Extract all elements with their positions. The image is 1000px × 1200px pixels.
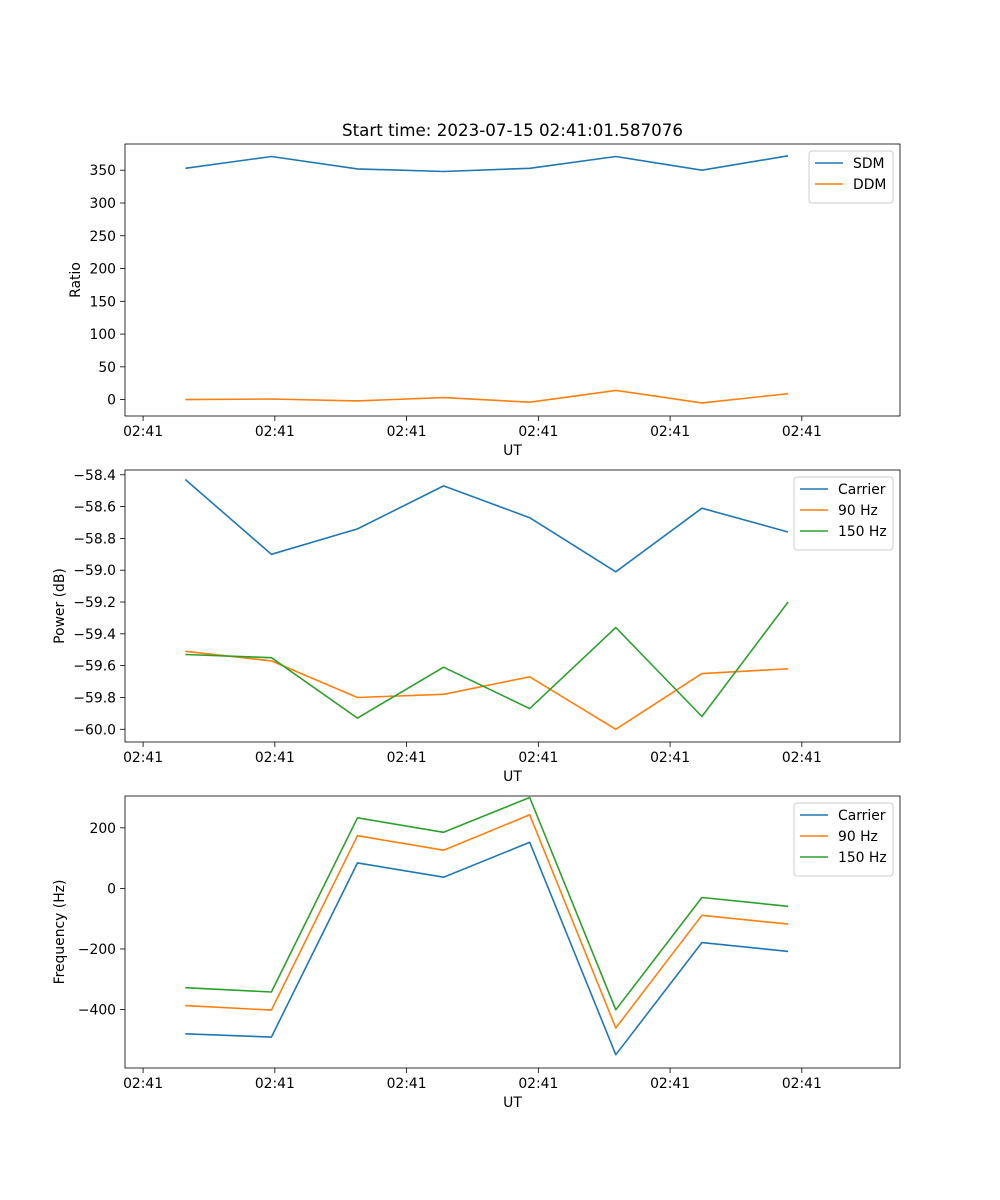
y-tick-label: −200	[78, 942, 116, 958]
x-tick-label: 02:41	[123, 424, 163, 440]
x-tick-label: 02:41	[123, 750, 163, 766]
y-tick-label: −60.0	[73, 722, 116, 738]
legend-label: Carrier	[838, 482, 886, 498]
series-line-150-hz	[185, 796, 789, 1011]
x-tick-label: 02:41	[650, 424, 690, 440]
y-tick-label: 0	[107, 881, 116, 897]
series-line-150-hz	[185, 601, 789, 719]
legend-label: 150 Hz	[838, 524, 887, 540]
series-line-sdm	[185, 155, 789, 173]
x-tick-label: 02:41	[387, 750, 427, 766]
y-tick-label: 150	[89, 294, 116, 310]
x-axis-label: UT	[503, 1095, 522, 1111]
series-line-carrier	[185, 841, 789, 1056]
x-tick-label: 02:41	[650, 1076, 690, 1092]
chart-panel-2: 02:41 02:41 02:41 02:41 02:41 02:41 −60.0 −59.8…	[52, 468, 901, 785]
y-tick-label: −59.2	[73, 595, 116, 611]
y-tick-label: −59.6	[73, 659, 116, 675]
x-tick-label: 02:41	[387, 424, 427, 440]
y-tick-label: −58.4	[73, 468, 116, 484]
legend	[808, 150, 894, 204]
y-tick-label: 200	[89, 821, 116, 837]
y-axis-label: Frequency (Hz)	[52, 880, 68, 985]
y-tick-label: −59.4	[73, 627, 116, 643]
series-line-carrier	[184, 478, 789, 573]
x-tick-label: 02:41	[518, 1076, 558, 1092]
legend-label: DDM	[853, 177, 886, 193]
y-tick-label: −58.6	[73, 500, 116, 516]
legend-label: 90 Hz	[838, 503, 878, 519]
figure-title: Start time: 2023-07-15 02:41:01.587076	[342, 120, 683, 140]
y-tick-label: −400	[78, 1003, 116, 1019]
y-tick-label: −58.8	[73, 531, 116, 547]
axes-frame	[124, 795, 901, 1069]
x-tick-label: 02:41	[255, 424, 295, 440]
axes-frame	[124, 143, 901, 417]
y-tick-label: −59.8	[73, 690, 116, 706]
chart-panel-1: 02:41 02:41 02:41 02:41 02:41 02:41 0 50 100 150 2…	[68, 143, 901, 459]
y-tick-label: −59.0	[73, 563, 116, 579]
x-axis-label: UT	[503, 769, 522, 785]
x-tick-label: 02:41	[518, 424, 558, 440]
x-tick-label: 02:41	[123, 1076, 163, 1092]
x-tick-label: 02:41	[650, 750, 690, 766]
x-axis-label: UT	[503, 443, 522, 459]
series-line-ddm	[185, 389, 789, 404]
x-tick-label: 02:41	[255, 1076, 295, 1092]
legend-label: 90 Hz	[838, 829, 878, 845]
x-tick-label: 02:41	[782, 1076, 822, 1092]
y-tick-label: 100	[89, 327, 116, 343]
legend-label: Carrier	[838, 808, 886, 824]
legend-label: SDM	[853, 156, 885, 172]
y-tick-label: 200	[89, 262, 116, 278]
y-tick-label: 0	[107, 393, 116, 409]
y-axis-label: Power (dB)	[52, 568, 68, 644]
y-tick-label: 350	[89, 163, 116, 179]
x-tick-label: 02:41	[782, 750, 822, 766]
y-tick-label: 50	[98, 360, 116, 376]
series-line-90-hz	[185, 813, 789, 1029]
y-tick-label: 300	[89, 196, 116, 212]
y-tick-label: 250	[89, 229, 116, 245]
x-tick-label: 02:41	[518, 750, 558, 766]
chart-panel-3: 02:41 02:41 02:41 02:41 02:41 02:41 −400 −200 0 2…	[52, 795, 901, 1111]
x-tick-label: 02:41	[782, 424, 822, 440]
x-tick-label: 02:41	[255, 750, 295, 766]
legend-label: 150 Hz	[838, 850, 887, 866]
y-axis-label: Ratio	[68, 262, 84, 298]
axes-frame	[124, 469, 901, 743]
x-tick-label: 02:41	[387, 1076, 427, 1092]
